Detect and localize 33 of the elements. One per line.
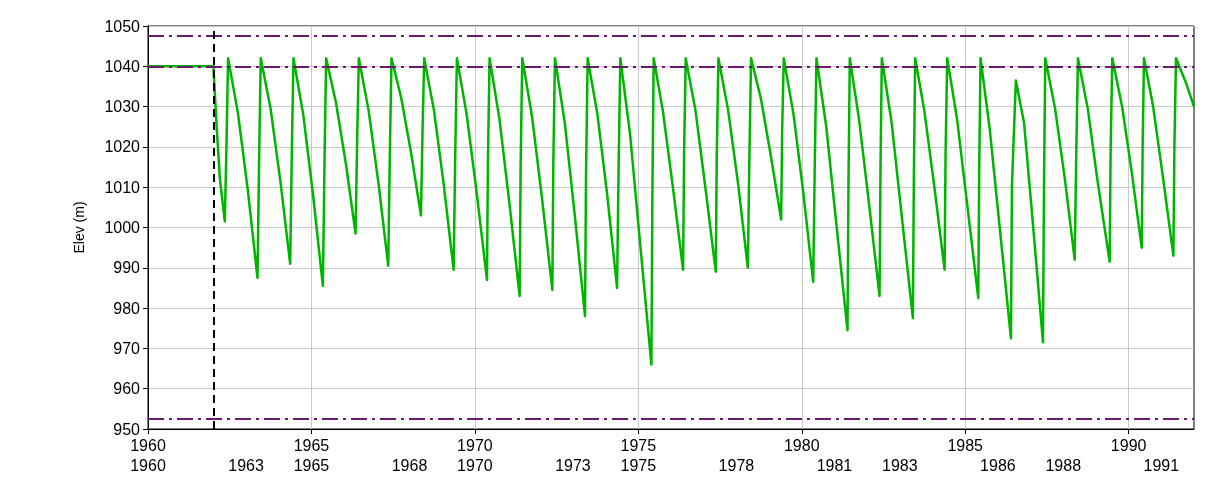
x-tick-label: 1970 xyxy=(457,436,493,454)
y-tick-label: 1020 xyxy=(104,138,141,156)
x-tick-label: 1985 xyxy=(947,436,984,454)
x2-tick-label: 1963 xyxy=(228,456,264,474)
y-tick-label: 970 xyxy=(113,339,141,357)
x2-tick-label: 1986 xyxy=(980,456,1016,474)
y-tick-label: 1000 xyxy=(104,219,141,236)
x2-tick-label: 1981 xyxy=(816,456,853,474)
y-tick-label: 980 xyxy=(113,299,141,317)
y-tick-label: 1050 xyxy=(104,17,141,35)
x2-tick-label: 1975 xyxy=(620,456,657,474)
y-tick-label: 1040 xyxy=(104,57,141,75)
x-tick-label: 1960 xyxy=(130,436,166,454)
x2-tick-label: 1978 xyxy=(718,456,755,474)
x2-tick-label: 1970 xyxy=(457,456,493,474)
x-tick-label: 1990 xyxy=(1110,436,1147,454)
y-tick-label: 1010 xyxy=(104,178,141,196)
line-series xyxy=(146,56,1196,366)
x-tick-label: 1965 xyxy=(293,436,330,454)
x2-tick-label: 1968 xyxy=(391,456,428,474)
y-tick-label: 990 xyxy=(113,259,141,277)
x2-tick-label: 1965 xyxy=(293,456,330,474)
x2-tick-label: 1973 xyxy=(555,456,591,474)
y-tick-label: 950 xyxy=(113,420,141,438)
y-tick-label: 1030 xyxy=(104,98,141,116)
x-tick-label: 1980 xyxy=(783,436,820,454)
x2-tick-label: 1983 xyxy=(882,456,918,474)
y-tick-label: 960 xyxy=(113,380,141,398)
x2-tick-label: 1988 xyxy=(1045,456,1082,474)
x2-tick-label: 1960 xyxy=(130,456,166,474)
x-tick-label: 1975 xyxy=(620,436,657,454)
y-axis-title: Elev (m) xyxy=(71,201,87,254)
x2-tick-label: 1991 xyxy=(1143,456,1180,474)
